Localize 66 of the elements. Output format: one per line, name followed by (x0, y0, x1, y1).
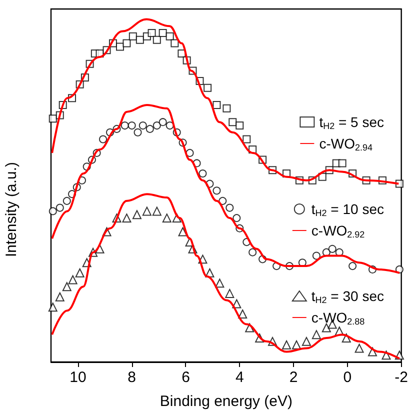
point (198, 170, 207, 178)
point (354, 344, 364, 353)
point (132, 210, 142, 220)
point (136, 36, 144, 44)
point (62, 196, 71, 205)
point (48, 207, 57, 216)
point (232, 214, 241, 222)
point (222, 104, 231, 112)
point (68, 275, 78, 284)
point (146, 124, 154, 133)
point (248, 248, 257, 256)
point (236, 122, 244, 130)
point (302, 336, 311, 346)
point (170, 39, 179, 48)
point (122, 214, 132, 223)
point (122, 39, 131, 48)
point (120, 122, 129, 130)
point (148, 28, 156, 37)
point (212, 100, 221, 109)
x-tick-label: 0 (343, 369, 352, 386)
point (322, 323, 331, 332)
point (152, 206, 162, 216)
point (48, 302, 58, 312)
point (62, 282, 72, 292)
point (395, 265, 404, 274)
point (225, 288, 234, 298)
point (162, 214, 172, 223)
point (166, 32, 174, 40)
point (348, 262, 357, 270)
point (292, 340, 301, 350)
point (238, 310, 248, 319)
point (338, 159, 346, 168)
point (152, 122, 161, 130)
x-tick-label: 4 (235, 369, 244, 386)
point (312, 330, 321, 340)
point (152, 36, 161, 44)
x-tick-label: 6 (182, 369, 190, 386)
point (56, 204, 64, 212)
point (178, 227, 188, 236)
y-axis-title: Intensity (a.u.) (3, 162, 20, 258)
point (212, 186, 221, 195)
point (226, 204, 234, 212)
x-axis-title: Binding energy (eV) (160, 393, 292, 410)
point (228, 118, 237, 126)
x-tick-label: 2 (289, 369, 298, 386)
point (328, 244, 336, 253)
x-tick-label: 10 (70, 369, 86, 386)
point (138, 122, 147, 130)
point (142, 206, 152, 216)
point (215, 278, 224, 288)
point (242, 135, 251, 144)
point (134, 128, 142, 136)
point (99, 135, 108, 144)
point (312, 252, 320, 260)
point (128, 122, 136, 130)
point (158, 118, 167, 126)
x-tick-label: 8 (128, 369, 136, 386)
point (158, 28, 167, 37)
point (128, 32, 137, 40)
point (282, 340, 292, 350)
point (204, 84, 212, 92)
point (75, 268, 84, 278)
point (55, 292, 64, 302)
x-tick-label: -2 (394, 369, 408, 386)
point (116, 42, 124, 51)
point (48, 114, 57, 123)
